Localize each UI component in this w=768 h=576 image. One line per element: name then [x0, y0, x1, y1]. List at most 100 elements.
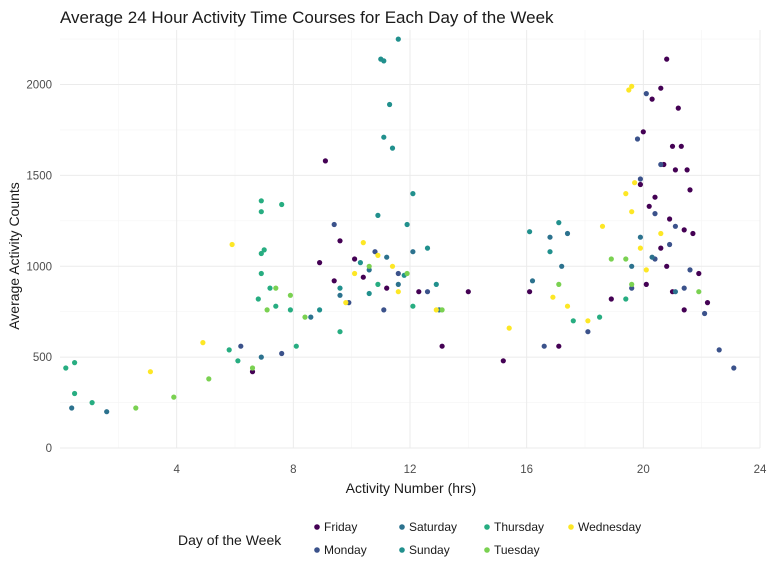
x-tick-label: 16	[520, 464, 533, 476]
data-point	[696, 289, 702, 295]
data-point	[279, 201, 285, 208]
data-point	[366, 290, 372, 297]
data-point	[547, 249, 553, 255]
legend-label: Wednesday	[578, 520, 641, 534]
legend-title: Day of the Week	[178, 532, 282, 548]
series-wednesday	[147, 83, 664, 375]
data-point	[623, 191, 629, 197]
data-point	[287, 292, 293, 298]
data-point	[267, 285, 273, 291]
x-axis-title: Activity Number (hrs)	[346, 480, 477, 496]
data-point	[331, 278, 337, 284]
data-point	[133, 405, 139, 411]
data-point	[658, 85, 664, 91]
data-point	[585, 318, 591, 324]
data-point	[279, 350, 285, 357]
data-point	[389, 263, 396, 269]
y-tick-label: 2000	[26, 80, 52, 92]
data-point	[337, 285, 343, 291]
data-point	[687, 187, 693, 193]
legend-label: Saturday	[409, 520, 457, 534]
data-point	[255, 296, 261, 302]
data-point	[731, 365, 737, 371]
legend-marker	[314, 547, 320, 553]
data-point	[337, 329, 343, 335]
data-point	[672, 223, 679, 229]
data-point	[527, 229, 533, 235]
data-point	[629, 281, 635, 287]
data-point	[89, 400, 95, 406]
y-axis-title: Average Activity Counts	[6, 182, 22, 330]
legend-marker	[399, 524, 405, 530]
y-tick-label: 500	[33, 352, 52, 364]
data-point	[264, 307, 270, 313]
data-point	[684, 167, 690, 173]
data-point	[629, 263, 635, 269]
data-point	[235, 358, 241, 364]
data-point	[664, 263, 670, 269]
data-point	[104, 409, 110, 415]
legend-marker	[568, 524, 574, 530]
data-point	[637, 234, 644, 240]
data-point	[337, 238, 343, 244]
x-tick-label: 8	[290, 464, 296, 476]
data-point	[384, 285, 390, 291]
data-point	[381, 134, 387, 140]
data-point	[570, 318, 576, 324]
data-point	[652, 211, 658, 217]
series-saturday	[69, 230, 679, 415]
data-point	[410, 249, 416, 255]
data-point	[547, 234, 553, 240]
data-point	[238, 343, 244, 349]
legend-item-thursday: Thursday	[484, 520, 544, 534]
data-point	[337, 292, 343, 298]
data-point	[599, 223, 606, 229]
data-point	[667, 216, 673, 222]
data-point	[597, 314, 603, 320]
data-point	[360, 240, 366, 246]
data-point	[643, 281, 649, 287]
data-point	[637, 245, 644, 251]
data-point	[623, 256, 629, 262]
data-point	[287, 307, 293, 313]
legend-item-friday: Friday	[314, 520, 357, 534]
legend-item-saturday: Saturday	[399, 520, 457, 534]
plot-grid	[60, 30, 761, 449]
data-point	[465, 289, 471, 295]
data-point	[623, 296, 629, 302]
data-point	[643, 267, 649, 273]
data-point	[258, 209, 264, 215]
series-monday	[238, 91, 737, 371]
data-point	[716, 347, 722, 353]
legend-marker	[484, 524, 490, 530]
data-point	[556, 220, 562, 226]
data-point	[643, 91, 649, 97]
legend-marker	[314, 524, 320, 530]
data-point	[366, 267, 372, 273]
legend: Friday Monday Saturday Sunday Thursday Tuesda…	[314, 520, 641, 557]
data-point	[667, 241, 673, 248]
data-point	[696, 270, 702, 277]
data-point	[649, 254, 655, 260]
data-point	[293, 343, 299, 349]
data-point	[556, 281, 562, 287]
legend-item-sunday: Sunday	[399, 543, 450, 557]
data-point	[637, 181, 644, 188]
data-point	[258, 250, 264, 257]
data-point	[608, 296, 614, 302]
data-point	[366, 263, 372, 269]
data-point	[672, 289, 679, 295]
data-point	[343, 300, 349, 306]
data-point	[687, 267, 693, 273]
data-point	[258, 270, 264, 277]
data-point	[433, 281, 439, 287]
data-point	[258, 198, 264, 204]
data-point	[273, 303, 279, 309]
y-tick-label: 1500	[26, 170, 52, 182]
data-point	[629, 285, 635, 291]
data-point	[439, 343, 445, 349]
data-point	[372, 249, 378, 255]
data-point	[72, 360, 78, 366]
data-point	[63, 365, 69, 371]
data-point	[439, 307, 445, 313]
